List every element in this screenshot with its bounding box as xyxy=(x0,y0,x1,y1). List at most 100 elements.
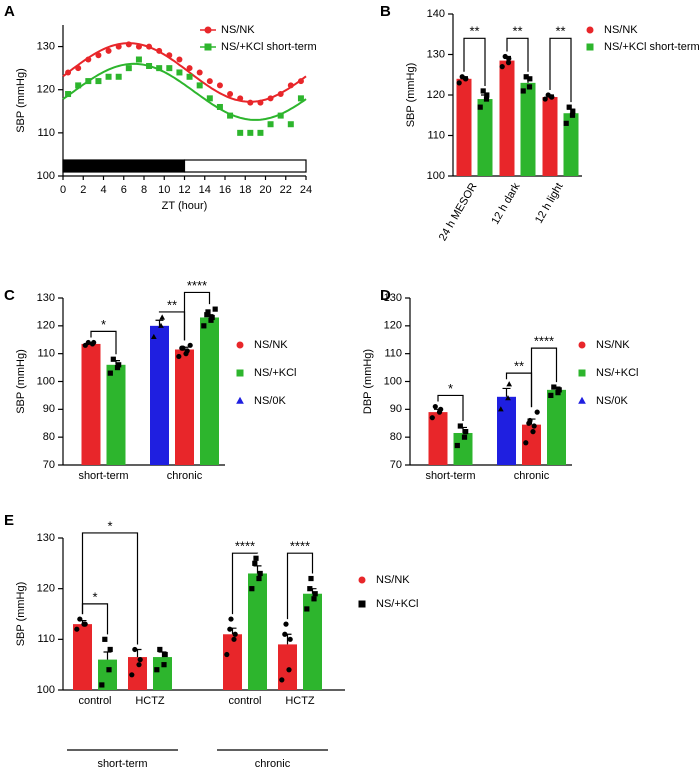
bar xyxy=(175,349,194,465)
y-tick-label: 100 xyxy=(37,375,55,387)
bar xyxy=(563,113,579,176)
data-point xyxy=(287,82,294,89)
data-point xyxy=(563,120,569,126)
legend-label: NS/0K xyxy=(596,395,628,407)
y-axis-label: SBP (mmHg) xyxy=(15,68,27,133)
error-bar xyxy=(155,319,164,326)
data-point xyxy=(282,631,288,637)
bar xyxy=(223,634,242,690)
panel-letter: D xyxy=(380,287,391,304)
data-point xyxy=(115,73,122,80)
legend-label: NS/+KCl xyxy=(254,367,297,379)
panel-letter: A xyxy=(4,3,15,20)
data-point xyxy=(115,43,122,50)
data-point xyxy=(247,99,254,106)
legend-marker xyxy=(236,396,244,404)
bar xyxy=(81,343,101,465)
data-point xyxy=(454,442,460,449)
bar xyxy=(542,97,558,176)
data-point xyxy=(206,95,213,102)
data-point xyxy=(459,74,465,80)
data-point xyxy=(125,41,132,48)
y-tick-label: 80 xyxy=(390,431,402,443)
significance-bracket xyxy=(231,552,259,615)
data-point xyxy=(224,651,230,658)
data-point xyxy=(65,69,72,76)
data-point xyxy=(99,682,105,688)
panel-letter: C xyxy=(4,287,15,304)
data-point xyxy=(209,314,215,321)
legend-label: NS/+KCl xyxy=(596,367,639,379)
data-point xyxy=(257,570,263,577)
data-point xyxy=(129,672,135,678)
data-point xyxy=(308,575,314,582)
data-point xyxy=(297,95,304,102)
data-point xyxy=(180,345,186,351)
error-bar xyxy=(103,651,112,660)
y-tick-label: 120 xyxy=(37,583,55,595)
data-point xyxy=(253,555,259,561)
data-point xyxy=(247,129,254,136)
legend-marker xyxy=(358,600,366,608)
data-point xyxy=(505,395,511,401)
y-tick-label: 120 xyxy=(384,320,402,332)
x-tick-label: HCTZ xyxy=(285,695,315,707)
legend-label: NS/NK xyxy=(604,24,638,36)
significance-label: ** xyxy=(514,359,524,374)
significance-label: ** xyxy=(469,24,479,39)
data-point xyxy=(279,677,285,683)
data-point xyxy=(527,417,533,424)
data-point xyxy=(227,91,234,98)
data-point xyxy=(432,403,438,410)
data-point xyxy=(463,429,469,435)
y-tick-label: 110 xyxy=(384,348,402,360)
data-point xyxy=(555,390,561,396)
legend-label: NS/+KCl short-term xyxy=(604,41,700,53)
x-tick-label: short-term xyxy=(78,470,128,482)
data-point xyxy=(75,65,82,72)
data-point xyxy=(497,406,504,412)
data-point xyxy=(304,606,310,612)
y-tick-label: 130 xyxy=(427,48,445,60)
data-point xyxy=(227,626,233,632)
significance-label: ** xyxy=(167,297,177,312)
legend-marker xyxy=(586,43,594,51)
data-point xyxy=(520,88,526,94)
data-point xyxy=(307,586,313,592)
bar xyxy=(200,317,219,465)
data-point xyxy=(136,662,142,668)
y-tick-label: 140 xyxy=(427,8,445,20)
legend-marker xyxy=(204,43,212,51)
data-point xyxy=(107,370,113,376)
data-point xyxy=(287,121,294,128)
data-point xyxy=(186,73,193,80)
data-point xyxy=(457,423,463,429)
data-point xyxy=(95,52,102,59)
data-point xyxy=(150,333,157,340)
significance-label: * xyxy=(448,381,453,396)
x-tick-label: 6 xyxy=(121,184,127,196)
x-tick-label: short-term xyxy=(425,470,475,482)
y-tick-label: 110 xyxy=(427,129,445,141)
light-dark-bar xyxy=(62,159,186,173)
bar xyxy=(248,573,267,690)
data-point xyxy=(297,78,304,85)
panel-letter: E xyxy=(4,512,14,529)
data-point xyxy=(116,362,122,368)
data-point xyxy=(502,53,508,60)
data-point xyxy=(176,56,183,63)
data-point xyxy=(161,662,167,668)
bar xyxy=(150,325,169,465)
data-point xyxy=(231,636,237,642)
bar xyxy=(153,657,172,690)
panel-letter: B xyxy=(380,3,391,20)
data-point xyxy=(158,322,164,328)
y-tick-label: 110 xyxy=(37,127,55,139)
data-point xyxy=(249,586,255,592)
data-point xyxy=(227,112,234,119)
data-point xyxy=(65,91,72,98)
data-point xyxy=(159,314,166,320)
data-point xyxy=(545,92,551,98)
data-point xyxy=(187,342,193,348)
